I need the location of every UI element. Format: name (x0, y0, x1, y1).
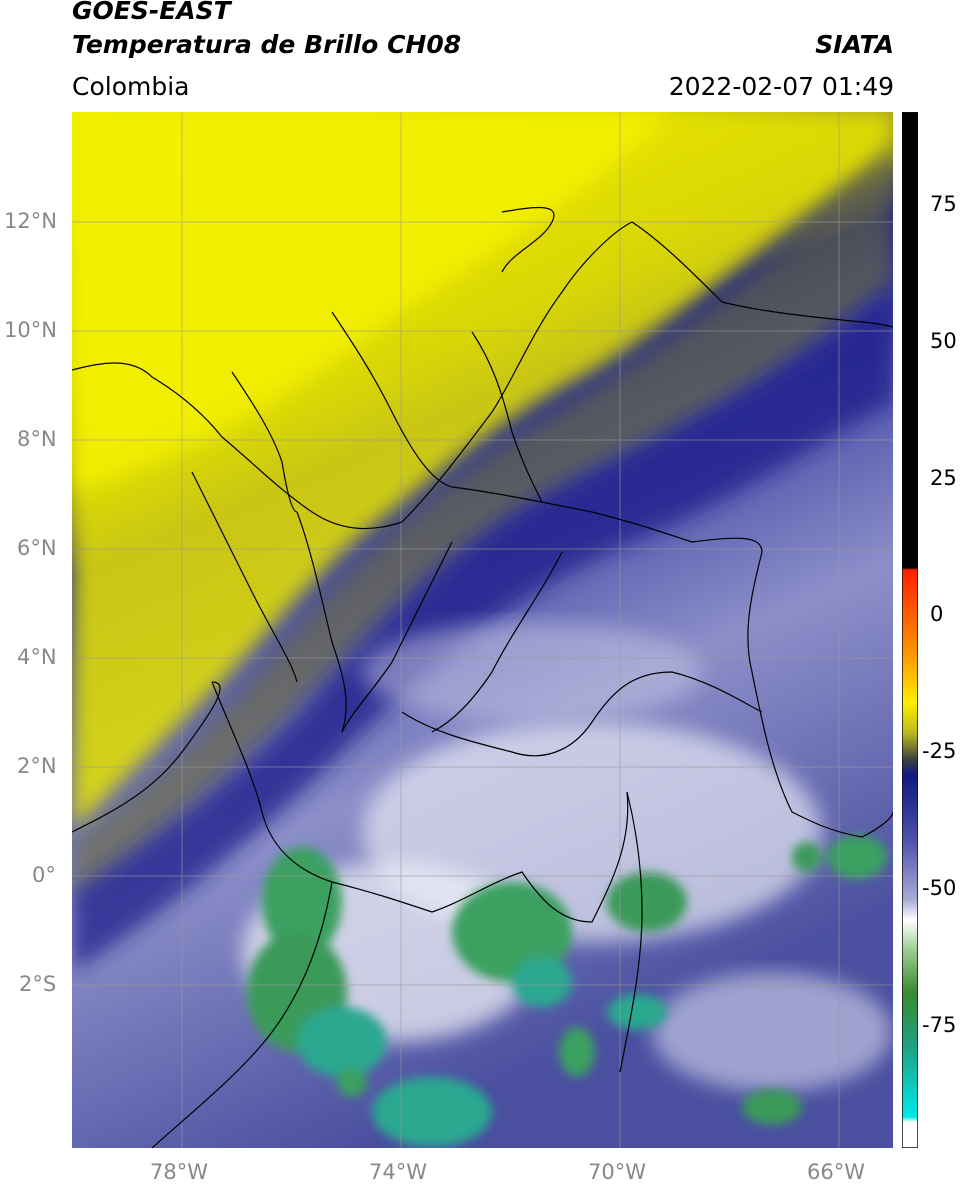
convective-cells (247, 835, 887, 1147)
colorbar (902, 112, 918, 1148)
lat-tick-6n: 6°N (17, 536, 57, 560)
lon-tick-74w: 74°W (369, 1160, 427, 1184)
lat-tick-12n: 12°N (4, 209, 57, 233)
product-title: Temperatura de Brillo CH08 (72, 30, 462, 59)
cloud-streaks (362, 622, 702, 722)
lat-tick-2s: 2°S (19, 972, 57, 996)
region-label: Colombia (72, 72, 190, 101)
warm-core-region (72, 112, 672, 492)
lon-tick-66w: 66°W (807, 1160, 865, 1184)
source-label: SIATA (815, 30, 894, 59)
colorbar-gradient (902, 112, 918, 1148)
lon-tick-78w: 78°W (150, 1160, 208, 1184)
cbar-tick-neg75: -75 (922, 1013, 957, 1037)
lon-tick-70w: 70°W (588, 1160, 646, 1184)
olive-band (72, 142, 893, 902)
lat-tick-8n: 8°N (17, 427, 57, 451)
cbar-tick-25: 25 (930, 466, 957, 490)
brightness-temperature-map (72, 112, 893, 1148)
lat-tick-10n: 10°N (4, 318, 57, 342)
cbar-tick-neg25: -25 (922, 739, 957, 763)
cbar-tick-75: 75 (930, 192, 957, 216)
deep-blue-band (72, 292, 893, 972)
satellite-title: GOES-EAST (72, 0, 231, 25)
lat-tick-2n: 2°N (17, 754, 57, 778)
lat-tick-0: 0° (32, 863, 56, 887)
datetime-label: 2022-02-07 01:49 (668, 72, 894, 101)
cbar-tick-50: 50 (930, 329, 957, 353)
cbar-tick-0: 0 (930, 602, 944, 626)
cloud-area-southeast (652, 972, 892, 1092)
gridlines (72, 112, 893, 1148)
cbar-tick-neg50: -50 (922, 876, 957, 900)
boundary-lines (72, 207, 893, 1148)
lat-tick-4n: 4°N (17, 645, 57, 669)
